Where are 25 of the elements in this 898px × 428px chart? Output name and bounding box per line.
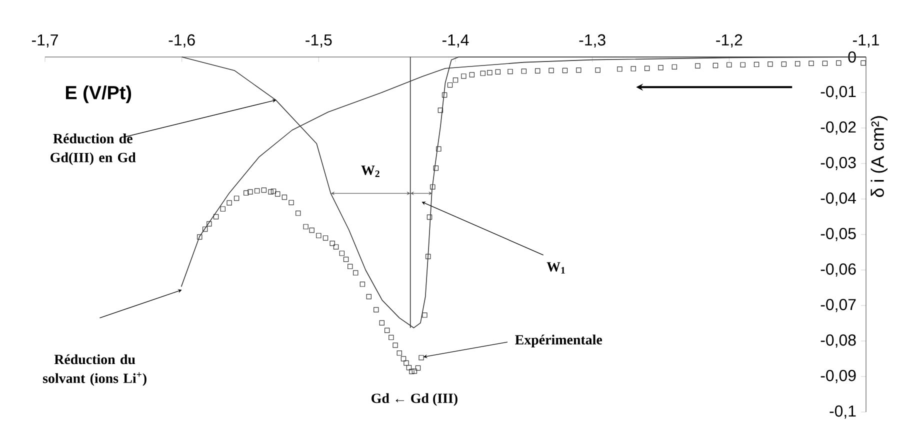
y-tick-label: -0,01 [820,86,856,100]
x-tick-label: -1,4 [442,34,469,48]
x-tick-label: -1,6 [168,34,195,48]
annotation: Expérimentale [515,334,602,348]
y-tick-label: -0,07 [820,298,856,312]
annotation: Gd ← Gd (III) [372,393,458,406]
annotation: W$_{2}$ [361,166,380,177]
y-tick-label: -0,03 [820,156,856,170]
y-tick-label: -0,1 [830,405,856,419]
y-tick-label: -0,09 [820,370,856,384]
annotation: Réduction du solvant (ions Li$^{+}$) [42,354,146,386]
x-tick-label: -1,5 [306,34,332,48]
x-tick-label: -1,2 [716,34,742,48]
x-axis-title: E (V/Pt) [66,85,132,104]
y-tick-label: -0,05 [820,228,856,242]
y-tick-label: -0,02 [820,121,856,135]
x-tick-label: -1,7 [32,34,58,48]
y-axis-title: δ i (A cm²) [870,116,888,197]
x-tick-label: -1,3 [579,34,606,48]
x-tick-label: -1,1 [852,34,879,48]
annotation: W$_{1}$ [546,262,565,274]
y-tick-label: -0,06 [820,263,856,277]
y-tick-label: -0,08 [820,334,856,348]
annotation: Réduction de Gd(III) en Gd [50,134,136,166]
y-tick-label: -0,04 [820,192,856,206]
